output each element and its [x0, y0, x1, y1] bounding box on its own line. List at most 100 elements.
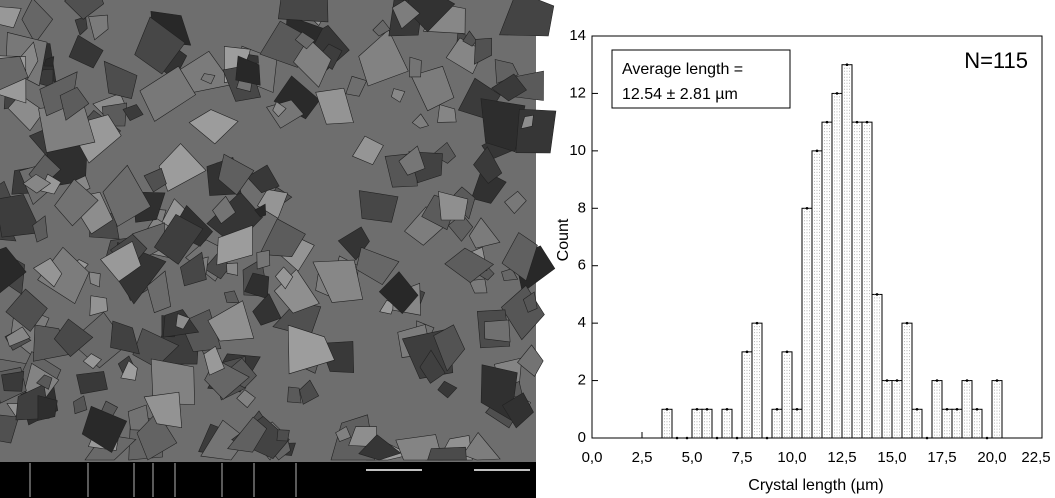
crystal	[444, 247, 495, 283]
crystal	[139, 65, 197, 122]
info-value: 2.00 kV	[41, 483, 75, 494]
crystal	[256, 249, 271, 270]
crystal	[391, 0, 421, 30]
crystal	[37, 395, 58, 421]
crystal	[254, 203, 267, 218]
crystal	[120, 360, 138, 381]
bar-marker	[825, 120, 829, 124]
crystal	[433, 324, 466, 372]
info-label: spot	[5, 466, 24, 477]
crystal	[5, 288, 48, 332]
bar-marker	[995, 379, 999, 382]
bar-marker	[945, 407, 949, 411]
crystal	[74, 16, 88, 36]
crystal	[76, 371, 108, 395]
bar	[821, 121, 833, 439]
bar-marker	[795, 407, 799, 411]
crystal	[132, 328, 180, 368]
bar-marker	[935, 379, 939, 382]
sem-info-bar	[0, 462, 536, 498]
crystal	[471, 168, 507, 204]
crystal	[21, 0, 54, 44]
crystal	[462, 30, 477, 47]
crystal	[158, 143, 207, 192]
x-tick-label: 12,5	[827, 449, 856, 466]
y-tick-label: 6	[578, 257, 586, 274]
bar-marker	[845, 63, 849, 67]
sample-count: N=115	[964, 48, 1028, 73]
crystal	[246, 164, 280, 194]
crystal	[73, 395, 88, 415]
crystal	[312, 259, 364, 303]
bar-marker	[805, 206, 809, 210]
bar-marker	[955, 407, 959, 411]
crystal	[437, 380, 458, 399]
crystal	[473, 37, 493, 65]
scale-bar-label: 30 µm	[434, 465, 462, 476]
crystal	[143, 167, 167, 193]
x-tick-label: 0,0	[582, 449, 603, 466]
plot-frame	[591, 35, 1043, 439]
crystal	[409, 56, 422, 78]
crystal	[473, 146, 503, 184]
crystal	[378, 271, 419, 315]
annotation-box	[611, 49, 791, 109]
crystal	[287, 386, 302, 404]
y-tick-label: 0	[578, 429, 586, 446]
crystal	[358, 29, 409, 87]
bar-marker	[815, 149, 819, 153]
crystal	[150, 358, 195, 405]
crystal	[438, 191, 469, 221]
bar	[851, 121, 863, 439]
crystal	[499, 0, 555, 37]
crystal	[491, 73, 527, 102]
crystal	[122, 104, 144, 121]
crystal	[153, 214, 204, 265]
crystal	[212, 195, 236, 225]
crystal	[372, 19, 391, 37]
crystal	[0, 56, 29, 91]
crystal	[287, 324, 335, 375]
crystal	[180, 251, 207, 287]
x-tick-label: 15,0	[877, 449, 906, 466]
bar-marker	[725, 407, 729, 411]
crystal	[218, 153, 255, 196]
info-label: mode	[223, 466, 248, 477]
crystal	[37, 246, 90, 305]
crystal	[277, 0, 329, 23]
x-tick-label: 22,5	[1021, 449, 1050, 466]
crystal	[504, 190, 527, 215]
bar	[811, 150, 823, 439]
bar-marker	[705, 407, 709, 411]
crystal	[43, 56, 55, 67]
crystal	[32, 257, 63, 288]
crystal	[81, 405, 128, 453]
crystal	[520, 114, 534, 130]
info-value: SE	[229, 483, 243, 494]
x-tick-label: 10,0	[777, 449, 806, 466]
crystal	[358, 434, 402, 461]
crystal	[146, 270, 172, 314]
info-value: ETD	[133, 483, 153, 494]
info-value: 99.5 µm	[180, 483, 216, 494]
crystal	[59, 86, 90, 121]
crystal	[226, 262, 239, 276]
bar-marker	[775, 407, 779, 411]
crystal	[522, 291, 538, 313]
crystal	[200, 73, 216, 85]
bar-marker	[745, 350, 749, 354]
histogram: N=115 Average length = 12.54 ± 2.81 µm C…	[555, 27, 1050, 494]
bar-marker	[895, 379, 899, 382]
crystal	[32, 215, 48, 243]
crystal	[64, 0, 105, 20]
crystal	[294, 31, 316, 50]
bar-marker	[885, 379, 889, 382]
crystal	[419, 349, 446, 384]
crystal	[22, 173, 52, 194]
crystal	[82, 353, 102, 370]
annotation: Average length =	[622, 61, 743, 78]
bar-marker	[665, 407, 669, 411]
crystal	[0, 6, 22, 29]
crystal	[501, 392, 534, 429]
